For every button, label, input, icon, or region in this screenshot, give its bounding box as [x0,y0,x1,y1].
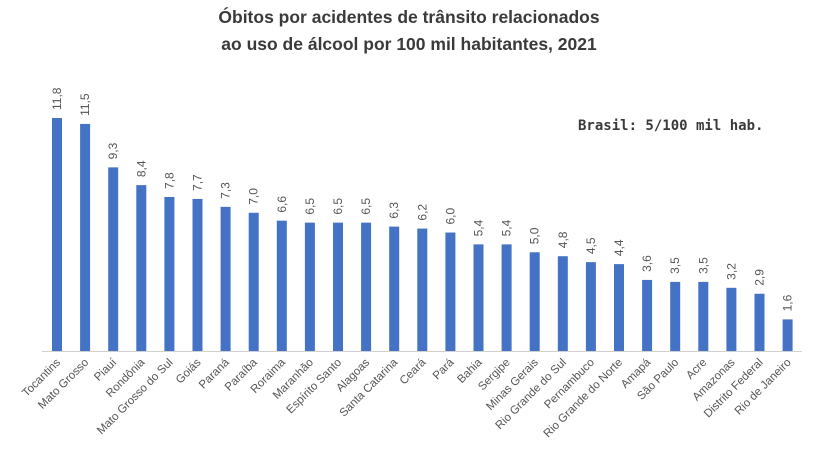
bar [333,222,343,351]
chart-title: Óbitos por acidentes de trânsito relacio… [0,4,818,58]
data-label: 7,0 [247,188,261,205]
data-label: 5,4 [472,219,486,236]
bar [304,222,315,351]
bar [389,226,400,351]
bar [642,279,653,351]
bar [698,281,709,351]
data-label: 3,6 [640,255,654,272]
data-label: 6,0 [443,208,457,225]
chart-title-line-2: ao uso de álcool por 100 mil habitantes,… [221,34,597,54]
category-label: Mato Grosso [36,357,91,412]
data-label: 5,4 [500,219,514,236]
bar [220,206,231,351]
bar [473,244,484,351]
data-label: 11,8 [50,87,64,110]
bar [614,264,624,351]
bar [52,118,62,351]
bar [557,256,568,351]
data-label: 6,5 [331,198,345,215]
data-label: 2,9 [753,269,767,286]
bar [164,196,175,351]
data-label: 3,2 [724,263,738,280]
bar [192,198,203,351]
data-label: 6,2 [415,204,429,221]
bar [585,262,596,351]
data-label: 7,7 [191,174,205,191]
data-label: 6,3 [387,202,401,219]
bar [276,220,287,351]
bar [417,228,428,351]
bar [726,287,737,351]
data-label: 1,6 [781,294,795,311]
bar [445,232,456,351]
data-label: 4,8 [556,231,570,248]
data-label: 6,5 [303,198,317,215]
data-label: 9,3 [106,142,120,159]
bar [361,222,372,351]
bar [136,185,147,351]
data-label: 5,0 [528,227,542,244]
data-label: 11,5 [78,93,92,116]
data-label: 6,6 [275,196,289,213]
data-label: 7,8 [162,172,176,189]
data-label: 4,5 [584,237,598,254]
bar [529,252,540,351]
data-label: 4,4 [612,239,626,256]
data-label: 3,5 [696,257,710,274]
bar [108,167,119,351]
bar [782,319,793,351]
bar [248,212,259,351]
category-label: Ceará [398,356,429,387]
data-label: 8,4 [134,160,148,177]
brasil-annotation: Brasil: 5/100 mil hab. [578,118,764,134]
bar [670,281,681,351]
bar [754,293,765,351]
data-label: 3,5 [668,257,682,274]
bar [80,123,91,351]
chart-title-line-1: Óbitos por acidentes de trânsito relacio… [218,7,600,27]
data-label: 6,5 [359,198,373,215]
data-label: 7,3 [219,182,233,199]
category-label: Acre [684,357,709,382]
category-label: Pará [431,356,457,382]
bar [501,244,512,351]
